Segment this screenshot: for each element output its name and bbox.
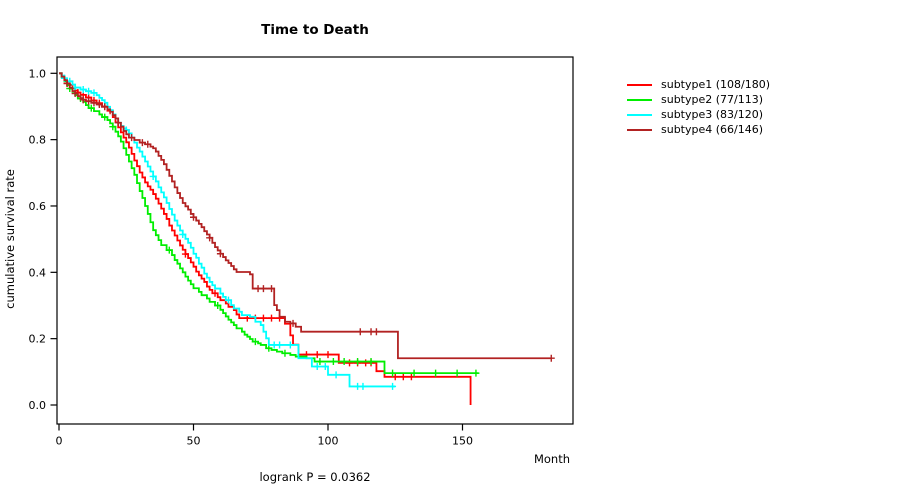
chart-legend: subtype1 (108/180) subtype2 (77/113) subty… xyxy=(627,77,770,137)
plot-border xyxy=(56,56,574,425)
y-tick-label: 1.0 xyxy=(29,67,47,80)
series-4 xyxy=(59,72,555,362)
legend-label: subtype3 (83/120) xyxy=(661,108,764,121)
legend-item: subtype3 (83/120) xyxy=(627,107,770,122)
x-tick-label: 0 xyxy=(56,435,63,448)
series-3 xyxy=(59,72,397,390)
axis-ticks: 0 50 100 150 0.0 0.2 0.4 0.6 0.8 1.0 xyxy=(29,67,474,447)
x-tick-label: 150 xyxy=(452,435,473,448)
legend-item: subtype2 (77/113) xyxy=(627,92,770,107)
x-axis-label: Month xyxy=(534,452,570,466)
logrank-annotation: logrank P = 0.0362 xyxy=(259,470,370,484)
series-line xyxy=(59,72,552,360)
legend-line-swatch xyxy=(627,113,652,116)
chart-title: Time to Death xyxy=(261,22,369,38)
censor-marks xyxy=(63,79,415,381)
legend-item: subtype4 (66/146) xyxy=(627,122,770,137)
legend-label: subtype4 (66/146) xyxy=(661,123,764,136)
censor-marks xyxy=(63,80,555,362)
x-tick-label: 50 xyxy=(187,435,201,448)
legend-line-swatch xyxy=(627,98,652,101)
y-tick-label: 0.6 xyxy=(29,200,47,213)
y-axis-label: cumulative survival rate xyxy=(3,169,17,309)
legend-label: subtype1 (108/180) xyxy=(661,78,771,91)
x-tick-label: 100 xyxy=(318,435,339,448)
legend-item: subtype1 (108/180) xyxy=(627,77,770,92)
series-line xyxy=(59,72,479,375)
survival-curves xyxy=(59,72,555,405)
legend-line-swatch xyxy=(627,128,652,131)
legend-line-swatch xyxy=(627,83,652,86)
censor-marks xyxy=(66,85,480,377)
censor-marks xyxy=(60,74,397,390)
series-2 xyxy=(59,72,480,377)
legend-label: subtype2 (77/113) xyxy=(661,93,764,106)
y-tick-label: 0.2 xyxy=(29,333,47,346)
series-line xyxy=(59,72,396,388)
y-tick-label: 0.0 xyxy=(29,399,47,412)
y-tick-label: 0.8 xyxy=(29,134,47,147)
y-tick-label: 0.4 xyxy=(29,266,47,279)
